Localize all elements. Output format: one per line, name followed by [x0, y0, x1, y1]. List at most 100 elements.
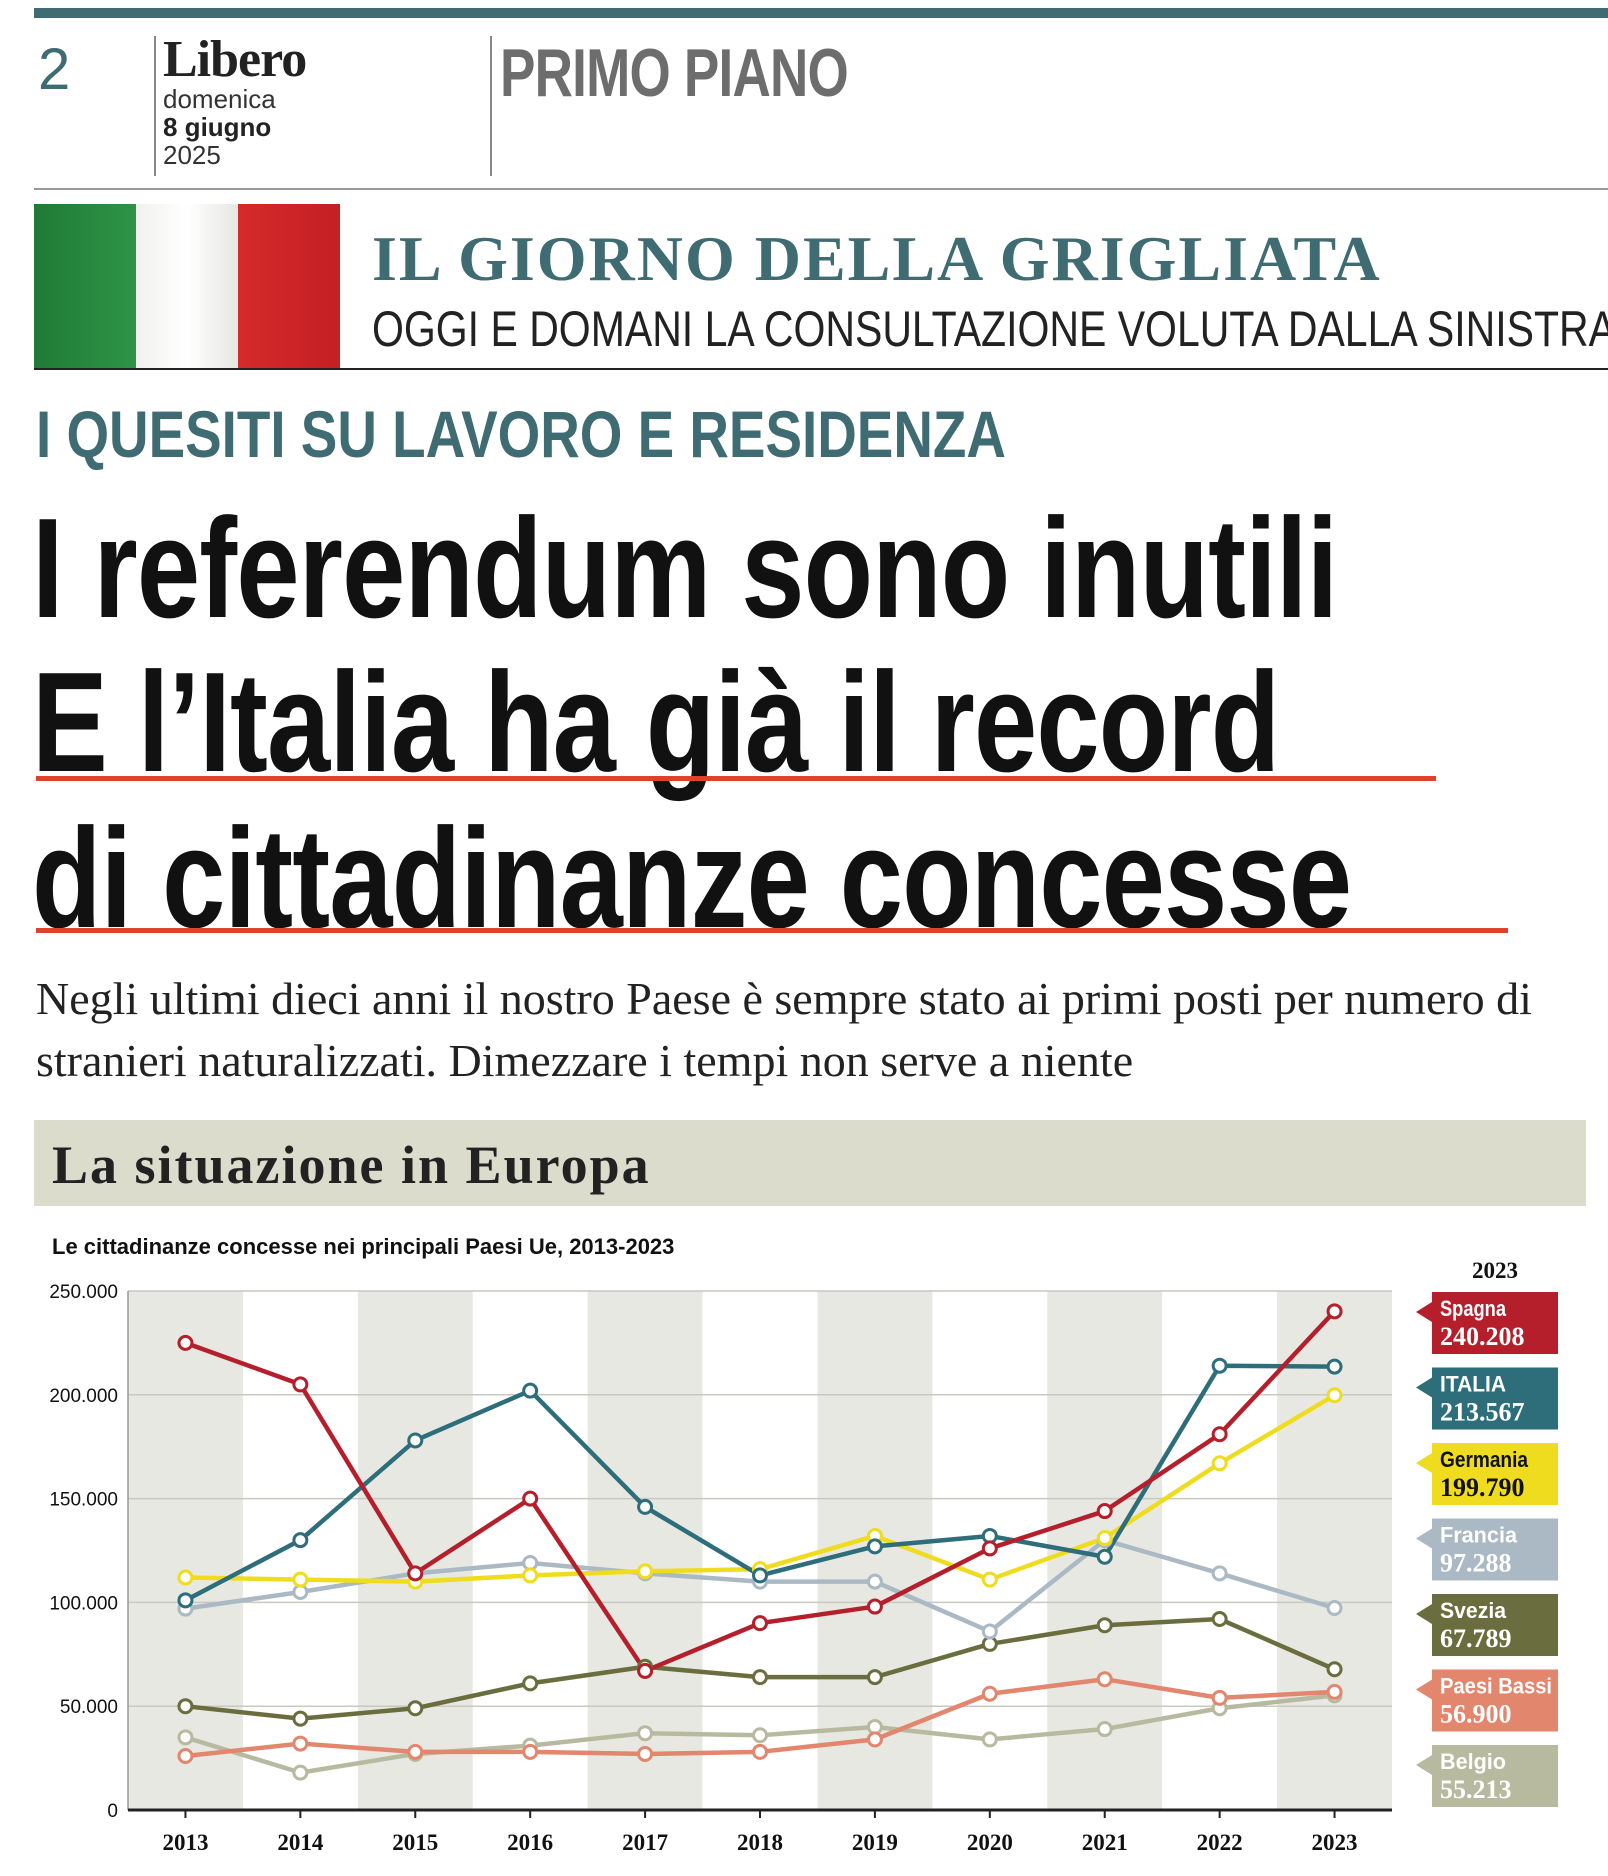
data-point-svezia [1326, 1661, 1343, 1678]
data-point-paesi-bassi [981, 1685, 998, 1702]
legend-box-spagna [1432, 1292, 1558, 1354]
x-tick-label: 2019 [852, 1830, 898, 1855]
legend-pointer-spagna [1416, 1302, 1432, 1322]
legend-pointer-svezia [1416, 1604, 1432, 1624]
masthead-date: 8 giugno [163, 112, 272, 142]
data-point-italia [522, 1382, 539, 1399]
legend-value-spagna: 240.208 [1440, 1322, 1525, 1351]
legend-value-belgio: 55.213 [1440, 1775, 1512, 1804]
data-point-francia [866, 1573, 883, 1590]
y-tick-label: 50.000 [60, 1697, 118, 1718]
data-point-svezia [752, 1669, 768, 1686]
data-point-italia [407, 1432, 424, 1449]
infobox-header [34, 1120, 1586, 1206]
masthead-year: 2025 [163, 140, 221, 170]
legend-box-germania [1432, 1443, 1558, 1505]
top-color-bar [34, 8, 1608, 18]
data-point-italia [866, 1538, 883, 1555]
kicker-rule [34, 368, 1608, 370]
data-point-francia [1326, 1600, 1343, 1617]
legend-box-svezia [1432, 1594, 1558, 1656]
x-tick-label: 2017 [622, 1830, 668, 1855]
legend-pointer-belgio [1416, 1755, 1432, 1775]
legend-pointer-italia [1416, 1377, 1432, 1398]
data-point-svezia [1211, 1611, 1228, 1628]
legend-box-belgio [1432, 1745, 1558, 1807]
data-point-paesi-bassi [292, 1735, 309, 1752]
legend-box-italia [1432, 1367, 1558, 1430]
x-tick-label: 2022 [1197, 1830, 1243, 1855]
legend-pointer-germania [1416, 1453, 1432, 1473]
data-point-germania [522, 1567, 539, 1584]
headline-line-3: di cittadinanze concesse [32, 799, 1352, 958]
x-tick-label: 2015 [392, 1830, 438, 1855]
data-point-italia [1096, 1548, 1113, 1565]
data-point-francia [981, 1623, 998, 1640]
page-number: 2 [38, 37, 71, 102]
data-point-spagna [292, 1376, 309, 1393]
data-point-svezia [177, 1698, 194, 1715]
data-point-belgio [292, 1764, 309, 1781]
data-point-spagna [637, 1662, 654, 1679]
legend-label-italia: ITALIA [1440, 1372, 1506, 1397]
data-point-belgio [981, 1731, 998, 1748]
masthead-divider [154, 36, 156, 176]
y-tick-label: 250.000 [49, 1282, 118, 1303]
data-point-spagna [1211, 1426, 1228, 1443]
data-point-germania [1326, 1387, 1343, 1404]
data-point-paesi-bassi [1096, 1671, 1113, 1688]
data-point-germania [177, 1569, 194, 1586]
legend-pointer-francia [1416, 1528, 1432, 1549]
data-point-paesi-bassi [637, 1745, 654, 1762]
year-column-band [1277, 1291, 1392, 1810]
article-overline: I QUESITI SU LAVORO E RESIDENZA [36, 397, 1006, 471]
data-point-italia [177, 1592, 194, 1609]
data-point-germania [637, 1563, 654, 1580]
data-point-svezia [866, 1669, 883, 1686]
data-point-spagna [407, 1565, 424, 1582]
data-point-spagna [1096, 1503, 1113, 1520]
year-column-band [357, 1291, 473, 1810]
data-point-germania [292, 1571, 309, 1588]
x-tick-label: 2014 [277, 1830, 324, 1855]
data-point-italia [1211, 1357, 1228, 1374]
year-column-band [587, 1291, 703, 1810]
chart-title: Le cittadinanze concesse nei principali … [52, 1234, 674, 1259]
legend-box-paesi-bassi [1432, 1669, 1558, 1732]
legend-label-paesi-bassi: Paesi Bassi [1440, 1674, 1552, 1699]
data-point-paesi-bassi [407, 1743, 424, 1760]
data-point-svezia [1096, 1617, 1113, 1634]
y-tick-label: 100.000 [49, 1593, 118, 1614]
data-point-spagna [522, 1490, 539, 1507]
legend-header: 2023 [1472, 1258, 1518, 1283]
masthead-divider [490, 36, 492, 176]
data-point-svezia [522, 1675, 539, 1692]
data-point-germania [1211, 1455, 1228, 1472]
x-tick-label: 2018 [737, 1830, 783, 1855]
data-point-paesi-bassi [752, 1743, 768, 1760]
year-column-band [128, 1291, 243, 1810]
legend-pointer-paesi-bassi [1416, 1679, 1432, 1700]
data-point-belgio [752, 1727, 768, 1744]
legend-value-germania: 199.790 [1440, 1473, 1525, 1502]
data-point-paesi-bassi [866, 1731, 883, 1748]
data-point-svezia [292, 1710, 309, 1727]
data-point-paesi-bassi [1326, 1683, 1343, 1700]
y-tick-label: 150.000 [49, 1490, 118, 1511]
data-point-spagna [177, 1334, 194, 1351]
x-tick-label: 2020 [967, 1830, 1013, 1855]
kicker-subtitle: OGGI E DOMANI LA CONSULTAZIONE VOLUTA DA… [372, 301, 1608, 357]
section-title: PRIMO PIANO [500, 35, 849, 111]
data-point-belgio [1096, 1721, 1113, 1738]
legend-value-paesi-bassi: 56.900 [1440, 1700, 1512, 1729]
data-point-spagna [981, 1540, 998, 1557]
legend-box-francia [1432, 1518, 1558, 1581]
data-point-spagna [1326, 1303, 1343, 1320]
headline-underline [36, 776, 1436, 781]
data-point-spagna [866, 1598, 883, 1615]
data-point-germania [1096, 1530, 1113, 1547]
headline-underline [36, 928, 1508, 933]
data-point-francia [1211, 1565, 1228, 1582]
data-point-belgio [177, 1729, 194, 1746]
